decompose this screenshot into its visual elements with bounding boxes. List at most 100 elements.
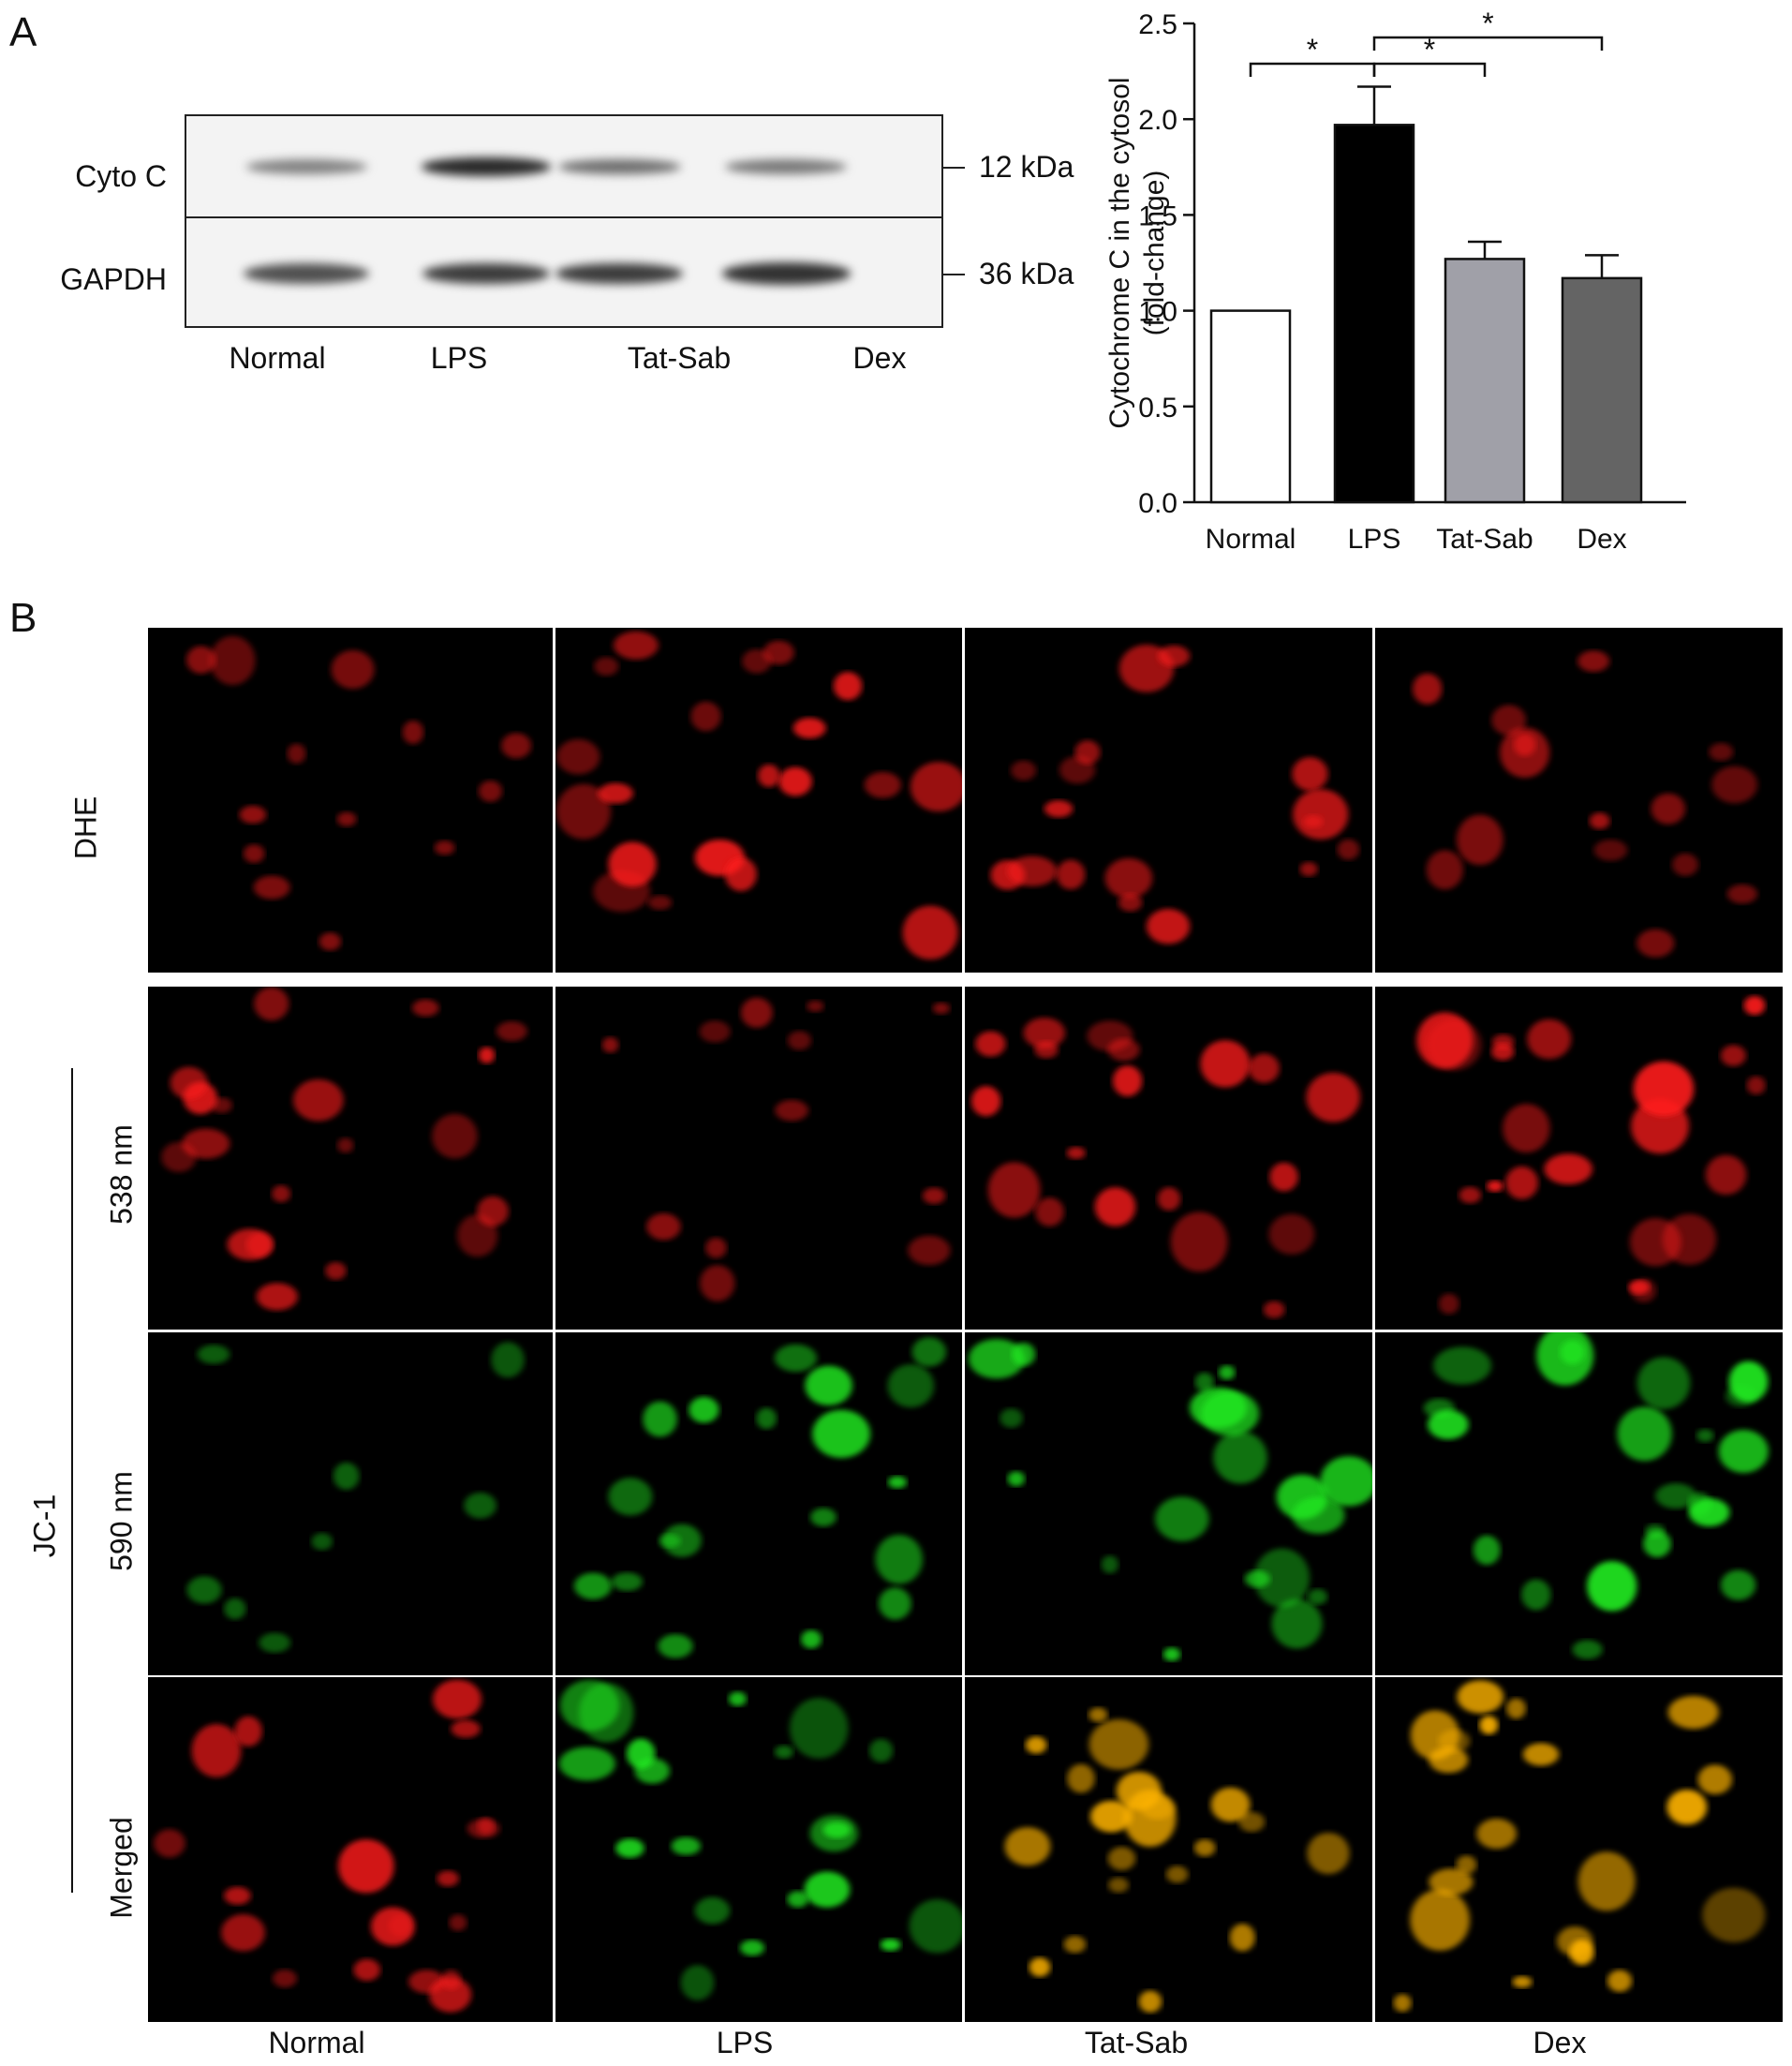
cell-signal	[810, 1508, 837, 1527]
marker-label-12: 12 kDa	[979, 150, 1074, 184]
cell-signal	[807, 1000, 824, 1013]
cell-signal	[1268, 1213, 1315, 1255]
x-tick-label: Dex	[1577, 524, 1626, 555]
cell-signal	[879, 1587, 911, 1620]
cell-signal	[1473, 1535, 1501, 1566]
cell-signal	[662, 1523, 702, 1557]
cell-signal	[1269, 1162, 1298, 1192]
cell-signal	[1004, 1827, 1051, 1866]
cell-signal	[1056, 859, 1086, 890]
cell-signal	[256, 1283, 298, 1311]
cell-signal	[659, 1534, 681, 1548]
panel-b-label: B	[9, 595, 37, 641]
cell-signal	[273, 1969, 297, 1988]
cell-signal	[911, 1337, 947, 1367]
cell-signal	[614, 631, 659, 660]
cell-signal	[1718, 1429, 1769, 1474]
significance-star: *	[1424, 33, 1435, 67]
cell-signal	[1636, 929, 1675, 958]
blot-band	[725, 159, 847, 174]
cell-signal	[1527, 1018, 1572, 1060]
x-tick-label: Tat-Sab	[1436, 524, 1533, 555]
cell-signal	[1505, 1166, 1538, 1199]
cell-signal	[1479, 1716, 1499, 1735]
cell-signal	[1577, 1851, 1636, 1911]
cell-signal	[467, 1819, 500, 1838]
cell-signal	[1667, 1695, 1719, 1730]
cell-signal	[239, 805, 267, 825]
blot-band	[422, 262, 550, 285]
cell-signal	[1629, 1218, 1681, 1267]
cell-signal	[1560, 1340, 1585, 1365]
cell-signal	[909, 1899, 962, 1954]
cell-signal	[1651, 793, 1686, 825]
cell-signal	[611, 1572, 643, 1591]
cell-signal	[1308, 1588, 1328, 1605]
cell-signal	[1423, 1398, 1455, 1419]
cell-signal	[740, 997, 773, 1028]
lane-label-tatsab: Tat-Sab	[627, 341, 732, 375]
y-tick-label: 1.5	[1138, 201, 1177, 231]
cell-signal	[1413, 673, 1443, 705]
cell-signal	[1429, 1868, 1474, 1895]
cell-signal	[432, 1113, 478, 1159]
cell-signal	[1089, 1707, 1108, 1722]
cell-signal	[336, 811, 357, 826]
cell-signal	[1292, 757, 1328, 792]
cell-signal	[1163, 1647, 1181, 1661]
cell-signal	[1456, 1855, 1477, 1875]
cell-signal	[671, 1836, 701, 1855]
lane-label-dex: Dex	[852, 341, 907, 375]
cell-signal	[789, 1698, 849, 1759]
significance-star: *	[1482, 7, 1493, 40]
micrograph-dhe-dex	[1375, 628, 1783, 973]
significance-bracket	[1372, 62, 1487, 77]
cell-signal	[1112, 1065, 1143, 1097]
y-tick-label: 0.5	[1138, 393, 1177, 424]
cell-signal	[1490, 1043, 1515, 1061]
cell-signal	[1521, 1579, 1551, 1611]
cell-signal	[787, 1891, 808, 1908]
cell-signal	[1512, 1976, 1533, 1988]
cell-signal	[694, 1896, 731, 1925]
cell-signal	[643, 1401, 677, 1437]
cell-signal	[1617, 1406, 1672, 1462]
cell-signal	[287, 743, 306, 764]
cell-signal	[880, 1938, 901, 1952]
cell-signal	[1219, 1365, 1236, 1380]
x-tick-label: LPS	[1348, 524, 1401, 555]
cell-signal	[598, 782, 633, 804]
cell-signal	[253, 875, 290, 899]
cell-signal	[705, 1237, 727, 1258]
cell-signal	[197, 1345, 230, 1364]
bar-normal	[1209, 309, 1292, 504]
cell-signal	[833, 672, 863, 701]
blot-image	[185, 114, 943, 328]
cell-signal	[429, 1977, 472, 2013]
cell-signal	[1306, 1072, 1360, 1122]
row-label-590nm: 590 nm	[104, 1471, 139, 1571]
cell-signal	[1194, 1372, 1214, 1392]
cell-signal	[787, 1031, 811, 1050]
cell-signal	[1522, 1743, 1560, 1766]
cell-signal	[908, 1235, 951, 1266]
cell-signal	[1035, 1197, 1064, 1226]
micrograph-dhe-tatsab	[965, 628, 1372, 973]
blot-band	[244, 262, 369, 285]
cell-signal	[902, 905, 958, 960]
row-label-dhe: DHE	[68, 795, 103, 860]
cell-signal	[210, 635, 256, 686]
cell-signal	[690, 701, 721, 732]
y-tick-label: 0.0	[1138, 488, 1177, 519]
cell-signal	[1244, 1570, 1270, 1588]
cell-signal	[353, 1958, 380, 1982]
cell-signal	[1572, 1640, 1603, 1659]
cell-signal	[1709, 742, 1734, 762]
micrograph-merged-tatsab	[965, 1677, 1372, 2022]
cell-signal	[478, 780, 502, 802]
marker-tick-12	[941, 167, 965, 169]
cell-signal	[1263, 1301, 1285, 1318]
blot-band	[721, 262, 851, 285]
cell-signal	[1746, 1076, 1766, 1095]
row-label-merged: Merged	[104, 1817, 139, 1919]
